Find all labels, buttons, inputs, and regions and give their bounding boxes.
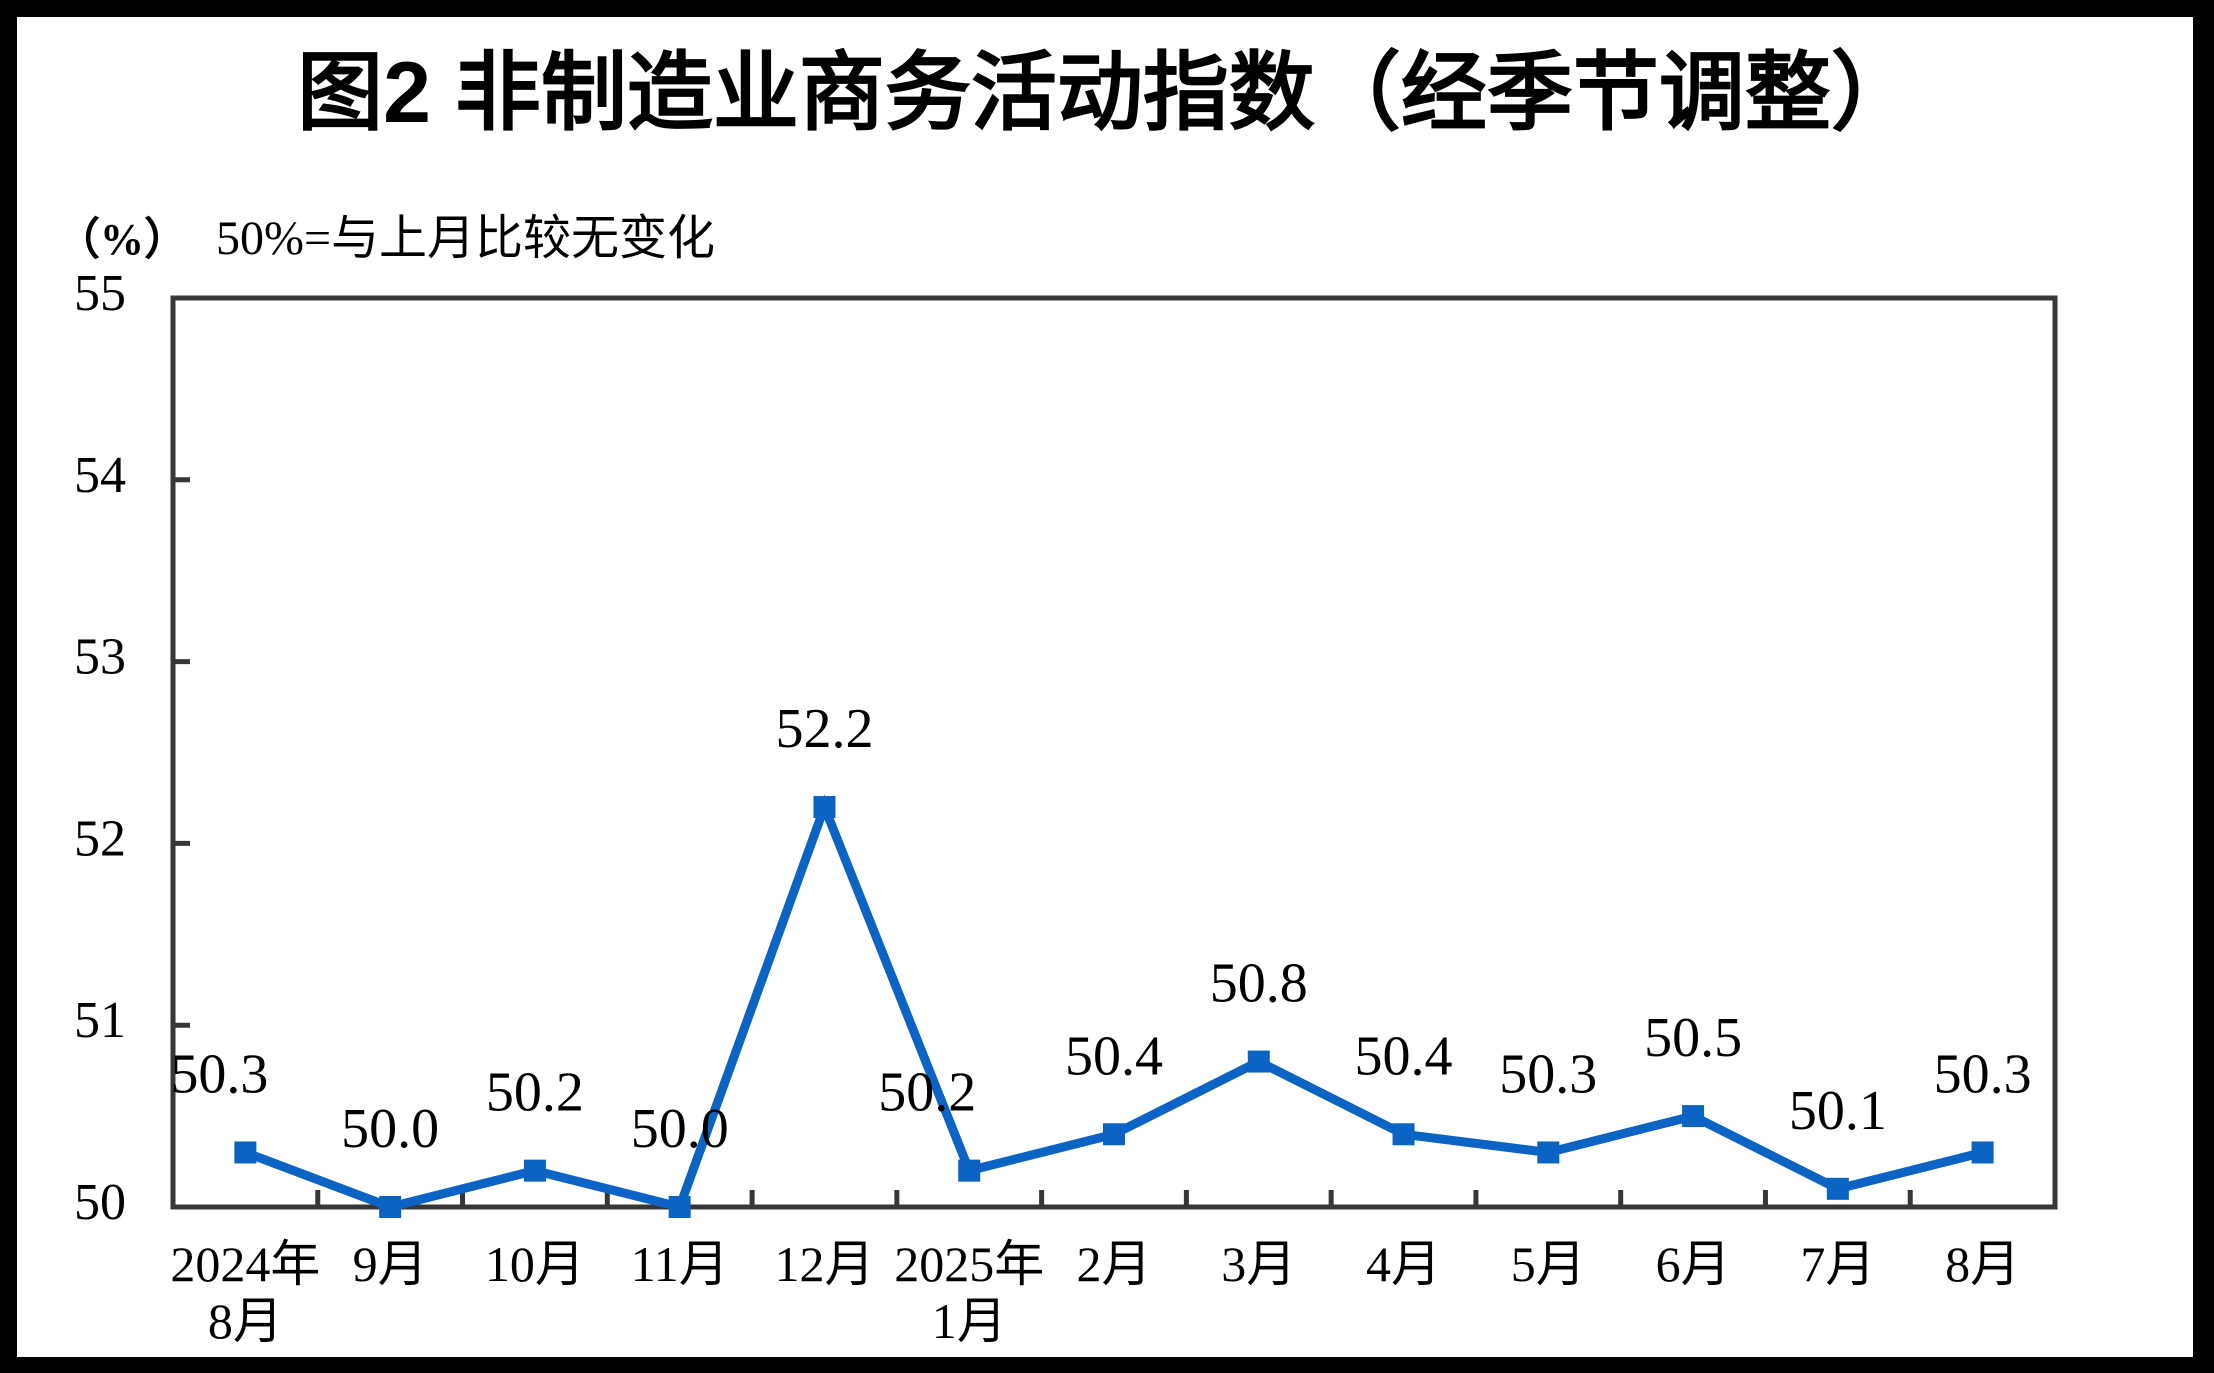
data-point-marker (1826, 1177, 1849, 1200)
data-point-label: 50.3 (1499, 1043, 1597, 1105)
x-category-label: 4月 (1366, 1236, 1441, 1292)
x-category-label: 2024年 8月 (170, 1236, 320, 1349)
data-point-marker (668, 1196, 691, 1218)
x-category-label: 7月 (1800, 1236, 1875, 1292)
data-point-marker (958, 1159, 981, 1182)
x-category-label: 10月 (485, 1236, 585, 1292)
data-point-label: 50.4 (1355, 1025, 1453, 1087)
y-axis-tick-label: 54 (74, 447, 126, 504)
x-category-label: 12月 (774, 1236, 874, 1292)
x-category-label: 5月 (1511, 1236, 1586, 1292)
y-axis-tick-label: 50 (74, 1174, 126, 1231)
data-point-label: 50.5 (1644, 1007, 1742, 1069)
x-category-label: 9月 (353, 1236, 428, 1292)
y-axis-tick-label: 52 (74, 810, 126, 867)
data-point-marker (1971, 1141, 1994, 1164)
data-point-marker (379, 1196, 402, 1218)
reference-note: 50%=与上月比较无变化 (216, 212, 716, 265)
y-axis-tick-label: 53 (74, 629, 126, 686)
data-point-marker (813, 796, 836, 819)
data-point-marker (1682, 1105, 1705, 1128)
data-point-marker (1247, 1050, 1270, 1073)
y-axis-unit-label: （%） (56, 215, 188, 264)
data-point-label: 50.4 (1065, 1025, 1163, 1087)
subtitle-row: （%） 50%=与上月比较无变化 (56, 198, 715, 268)
x-category-label: 3月 (1221, 1236, 1296, 1292)
data-point-label: 50.8 (1210, 953, 1308, 1015)
data-point-label: 50.0 (341, 1098, 439, 1160)
data-point-label: 50.2 (486, 1062, 584, 1124)
data-point-marker (1392, 1123, 1415, 1146)
y-axis-tick-label: 55 (74, 265, 126, 322)
data-point-label: 50.2 (878, 1062, 976, 1124)
y-axis-tick-label: 51 (74, 992, 126, 1049)
data-point-marker (234, 1141, 257, 1164)
x-category-label: 8月 (1945, 1236, 2020, 1292)
data-point-marker (523, 1159, 546, 1182)
x-category-label: 11月 (631, 1236, 729, 1292)
data-point-marker (1537, 1141, 1560, 1164)
x-category-label: 2025年 1月 (894, 1236, 1044, 1349)
x-category-label: 6月 (1656, 1236, 1731, 1292)
data-point-label: 52.2 (775, 698, 873, 760)
data-point-label: 50.1 (1789, 1080, 1887, 1142)
data-point-label: 50.3 (1934, 1043, 2032, 1105)
x-category-label: 2月 (1077, 1236, 1152, 1292)
data-point-label: 50.3 (170, 1043, 268, 1105)
data-point-label: 50.0 (631, 1098, 729, 1160)
plot-frame (170, 295, 2058, 1210)
page-title: 图2 非制造业商务活动指数（经季节调整） (297, 45, 1917, 141)
data-point-marker (1103, 1123, 1125, 1146)
